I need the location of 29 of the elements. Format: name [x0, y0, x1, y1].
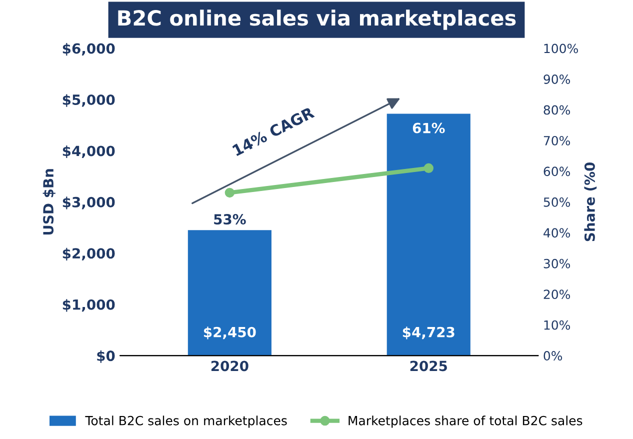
y-tick-label: $4,000 — [62, 145, 115, 158]
y2-tick-label: 70% — [544, 136, 570, 146]
y2-tick-label: 30% — [544, 258, 570, 268]
data-label: $4,723 — [402, 326, 454, 340]
y2-tick-label: 60% — [544, 166, 570, 176]
y2-tick-label: 40% — [544, 228, 570, 238]
y2-tick-label: 80% — [544, 105, 570, 115]
y-tick-label: $0 — [97, 350, 115, 363]
data-label: 61% — [412, 122, 445, 134]
y2-tick-label: 0% — [544, 351, 562, 361]
y-tick-label: $2,000 — [62, 248, 115, 260]
legend-label: Total B2C sales on marketplaces — [85, 416, 287, 428]
legend-label: Marketplaces share of total B2C sales — [348, 416, 582, 428]
y2-tick-label: 10% — [544, 320, 570, 330]
y2-tick-label: 100% — [544, 44, 578, 54]
data-label: 53% — [214, 214, 246, 225]
x-tick-label: 2020 — [211, 360, 248, 372]
x-tick-label: 2025 — [410, 360, 447, 372]
chart-title: B2C online sales via marketplaces — [118, 10, 516, 30]
y2-tick-label: 90% — [544, 74, 570, 84]
y-axis-title: USD $Bn — [42, 169, 56, 235]
y-tick-label: $5,000 — [62, 94, 115, 107]
y-tick-label: $3,000 — [62, 196, 115, 210]
y2-axis-title: Share (%0 — [584, 162, 597, 242]
data-label: $2,450 — [204, 326, 256, 340]
y2-tick-label: 50% — [544, 197, 570, 207]
y2-tick-label: 20% — [544, 290, 570, 300]
y-tick-label: $6,000 — [62, 43, 115, 56]
y-tick-label: $1,000 — [62, 299, 115, 312]
